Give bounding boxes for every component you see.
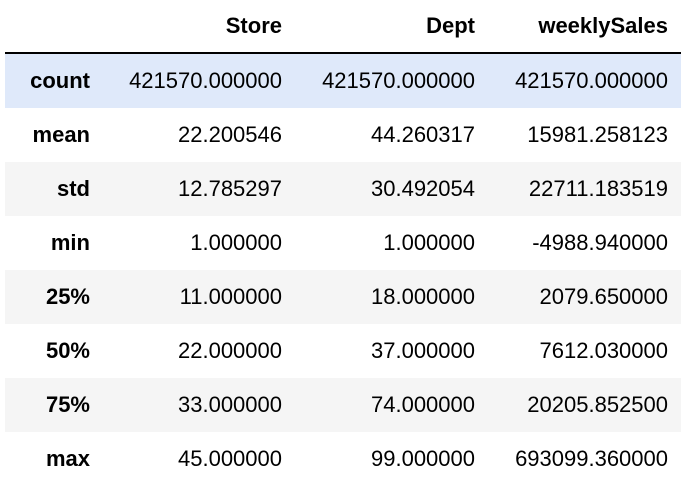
describe-table: Store Dept weeklySales count 421570.0000… [5, 0, 681, 486]
table-row-max: max 45.000000 99.000000 693099.360000 [5, 432, 681, 486]
cell-weeklysales: -4988.940000 [532, 230, 668, 255]
cell-weeklysales: 22711.183519 [528, 176, 668, 201]
cell-dept: 37.000000 [371, 338, 475, 363]
cell-weeklysales: 15981.258123 [527, 122, 668, 147]
cell-dept: 30.492054 [371, 176, 475, 201]
table-header: Store Dept weeklySales [5, 0, 681, 53]
cell-store: 45.000000 [178, 446, 282, 471]
row-label: mean [32, 122, 90, 147]
column-header-store: Store [225, 13, 282, 38]
cell-dept: 421570.000000 [322, 68, 475, 93]
cell-dept: 1.000000 [383, 230, 475, 255]
table-row-25pct: 25% 11.000000 18.000000 2079.650000 [5, 270, 681, 324]
cell-weeklysales: 693099.360000 [515, 446, 668, 471]
header-row: Store Dept weeklySales [5, 0, 681, 53]
table-row-mean: mean 22.200546 44.260317 15981.258123 [5, 108, 681, 162]
table-row-count: count 421570.000000 421570.000000 421570… [5, 53, 681, 108]
row-label: 75% [45, 392, 90, 417]
cell-store: 421570.000000 [129, 68, 282, 93]
cell-weeklysales: 20205.852500 [527, 392, 668, 417]
cell-store: 22.200546 [178, 122, 282, 147]
cell-weeklysales: 421570.000000 [515, 68, 668, 93]
row-label: count [30, 68, 90, 93]
cell-store: 22.000000 [178, 338, 282, 363]
cell-dept: 99.000000 [371, 446, 475, 471]
column-header-dept: Dept [426, 13, 475, 38]
table-row-75pct: 75% 33.000000 74.000000 20205.852500 [5, 378, 681, 432]
row-label: min [50, 230, 90, 255]
column-header-weeklysales: weeklySales [538, 13, 668, 38]
index-header [5, 0, 103, 53]
table-row-std: std 12.785297 30.492054 22711.183519 [5, 162, 681, 216]
cell-dept: 74.000000 [371, 392, 475, 417]
table-row-50pct: 50% 22.000000 37.000000 7612.030000 [5, 324, 681, 378]
cell-store: 1.000000 [190, 230, 282, 255]
cell-weeklysales: 7612.030000 [539, 338, 668, 363]
cell-store: 12.785297 [178, 176, 282, 201]
row-label: max [45, 446, 90, 471]
cell-store: 11.000000 [179, 284, 282, 309]
cell-dept: 18.000000 [371, 284, 475, 309]
table-row-min: min 1.000000 1.000000 -4988.940000 [5, 216, 681, 270]
row-label: 25% [45, 284, 90, 309]
cell-dept: 44.260317 [371, 122, 475, 147]
row-label: std [57, 176, 90, 201]
cell-weeklysales: 2079.650000 [539, 284, 668, 309]
cell-store: 33.000000 [178, 392, 282, 417]
table-body: count 421570.000000 421570.000000 421570… [5, 53, 681, 486]
row-label: 50% [45, 338, 90, 363]
